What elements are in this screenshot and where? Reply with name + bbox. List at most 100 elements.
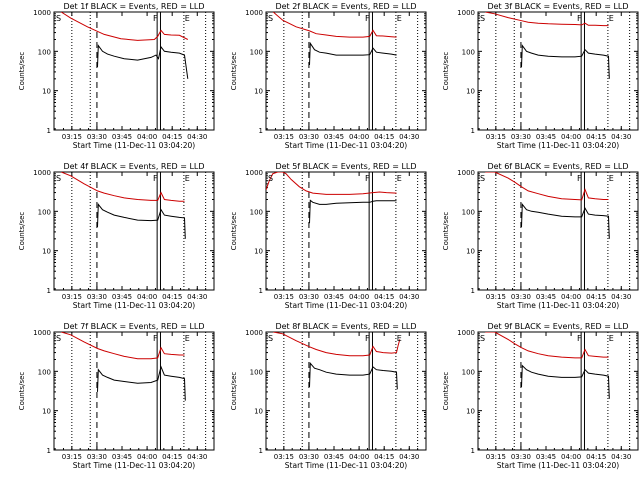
plot-area bbox=[61, 172, 207, 290]
marker-label-s: S bbox=[268, 14, 273, 23]
x-tick-label: 03:45 bbox=[112, 293, 132, 301]
y-tick-label: 10 bbox=[42, 88, 51, 96]
y-tick-label: 1000 bbox=[33, 329, 51, 337]
y-tick-label: 100 bbox=[250, 48, 263, 56]
plot-area bbox=[272, 12, 419, 130]
y-tick-label: 1000 bbox=[33, 169, 51, 177]
marker-label-e: E bbox=[609, 14, 614, 23]
y-tick-label: 1 bbox=[259, 287, 263, 295]
series-black-events bbox=[521, 44, 610, 79]
x-tick-label: 03:30 bbox=[511, 293, 531, 301]
x-tick-label: 03:45 bbox=[536, 133, 556, 141]
x-tick-label: 03:45 bbox=[324, 453, 344, 461]
marker-label-s: S bbox=[56, 334, 61, 343]
y-tick-label: 100 bbox=[250, 208, 263, 216]
series-red-lld bbox=[485, 172, 609, 201]
marker-label-f: F bbox=[153, 14, 158, 23]
y-tick-label: 1000 bbox=[457, 329, 475, 337]
marker-label-f: F bbox=[365, 334, 370, 343]
marker-label-e: E bbox=[609, 334, 614, 343]
series-red-lld bbox=[60, 12, 189, 41]
x-tick-label: 03:15 bbox=[486, 453, 506, 461]
x-tick-label: 04:15 bbox=[162, 133, 182, 141]
series-black-events bbox=[309, 41, 397, 66]
x-tick-label: 04:00 bbox=[137, 293, 157, 301]
marker-label-s: S bbox=[480, 14, 485, 23]
y-tick-label: 10 bbox=[254, 408, 263, 416]
y-tick-label: 1000 bbox=[457, 169, 475, 177]
series-black-events bbox=[309, 361, 398, 390]
y-axis-label: Counts/sec bbox=[230, 212, 238, 251]
x-axis-label: Start Time (11-Dec-11 03:04:20) bbox=[73, 461, 195, 470]
plot-area bbox=[266, 172, 419, 290]
series-red-lld bbox=[485, 12, 609, 27]
x-tick-label: 03:15 bbox=[274, 293, 294, 301]
x-tick-label: 04:15 bbox=[586, 453, 606, 461]
marker-label-e: E bbox=[185, 334, 190, 343]
plot-area bbox=[61, 332, 207, 450]
x-tick-label: 03:30 bbox=[299, 133, 319, 141]
y-tick-label: 10 bbox=[466, 88, 475, 96]
y-tick-label: 1 bbox=[259, 127, 263, 135]
panel-title: Det 4f BLACK = Events, RED = LLD bbox=[63, 162, 204, 171]
y-tick-label: 10 bbox=[42, 408, 51, 416]
marker-label-f: F bbox=[153, 174, 158, 183]
y-axis-label: Counts/sec bbox=[442, 52, 450, 91]
panel-title: Det 1f BLACK = Events, RED = LLD bbox=[63, 2, 204, 11]
y-tick-label: 1 bbox=[47, 127, 51, 135]
x-axis-label: Start Time (11-Dec-11 03:04:20) bbox=[497, 461, 619, 470]
x-tick-label: 03:30 bbox=[299, 453, 319, 461]
x-tick-label: 04:15 bbox=[374, 133, 394, 141]
x-tick-label: 04:30 bbox=[611, 293, 631, 301]
plot-frame bbox=[477, 171, 639, 291]
y-tick-label: 1000 bbox=[245, 9, 263, 17]
y-tick-label: 1000 bbox=[245, 169, 263, 177]
panel-title: Det 3f BLACK = Events, RED = LLD bbox=[487, 2, 628, 11]
x-tick-label: 03:30 bbox=[299, 293, 319, 301]
marker-label-e: E bbox=[397, 174, 402, 183]
marker-label-e: E bbox=[397, 14, 402, 23]
marker-label-e: E bbox=[185, 174, 190, 183]
panel-3: Det 3f BLACK = Events, RED = LLD 1 10 100 10… bbox=[442, 2, 639, 150]
panel-7: Det 7f BLACK = Events, RED = LLD 1 10 100 10… bbox=[18, 322, 215, 470]
y-axis-label: Counts/sec bbox=[18, 372, 26, 411]
x-tick-label: 04:15 bbox=[586, 293, 606, 301]
plot-frame bbox=[53, 11, 215, 131]
x-tick-label: 04:30 bbox=[611, 133, 631, 141]
plot-area bbox=[485, 172, 631, 290]
x-tick-label: 03:15 bbox=[274, 133, 294, 141]
marker-label-f: F bbox=[577, 334, 582, 343]
y-tick-label: 1000 bbox=[245, 329, 263, 337]
series-red-lld bbox=[273, 332, 401, 357]
y-tick-label: 1 bbox=[471, 287, 475, 295]
y-axis-label: Counts/sec bbox=[442, 372, 450, 411]
series-red-lld bbox=[485, 332, 609, 359]
x-tick-label: 03:45 bbox=[324, 133, 344, 141]
y-tick-label: 10 bbox=[42, 248, 51, 256]
plot-frame bbox=[265, 331, 427, 451]
y-axis-label: Counts/sec bbox=[18, 212, 26, 251]
x-tick-label: 04:15 bbox=[374, 293, 394, 301]
x-tick-label: 03:15 bbox=[62, 293, 82, 301]
x-tick-label: 04:00 bbox=[137, 133, 157, 141]
panel-1: Det 1f BLACK = Events, RED = LLD 1 10 100 10… bbox=[18, 2, 215, 150]
y-tick-label: 100 bbox=[38, 48, 51, 56]
x-axis-label: Start Time (11-Dec-11 03:04:20) bbox=[73, 141, 195, 150]
plot-frame bbox=[477, 11, 639, 131]
series-black-events bbox=[521, 203, 610, 239]
panel-title: Det 2f BLACK = Events, RED = LLD bbox=[275, 2, 416, 11]
y-tick-label: 100 bbox=[462, 208, 475, 216]
x-tick-label: 04:15 bbox=[162, 453, 182, 461]
panel-5: Det 5f BLACK = Events, RED = LLD 1 10 100 10… bbox=[230, 162, 427, 310]
y-tick-label: 1 bbox=[47, 287, 51, 295]
series-black-events bbox=[309, 199, 397, 224]
marker-label-f: F bbox=[365, 14, 370, 23]
plot-frame bbox=[265, 11, 427, 131]
panel-6: Det 6f BLACK = Events, RED = LLD 1 10 100 10… bbox=[442, 162, 639, 310]
x-tick-label: 03:45 bbox=[324, 293, 344, 301]
y-tick-label: 1 bbox=[47, 447, 51, 455]
series-black-events bbox=[97, 44, 189, 79]
plot-frame bbox=[53, 171, 215, 291]
